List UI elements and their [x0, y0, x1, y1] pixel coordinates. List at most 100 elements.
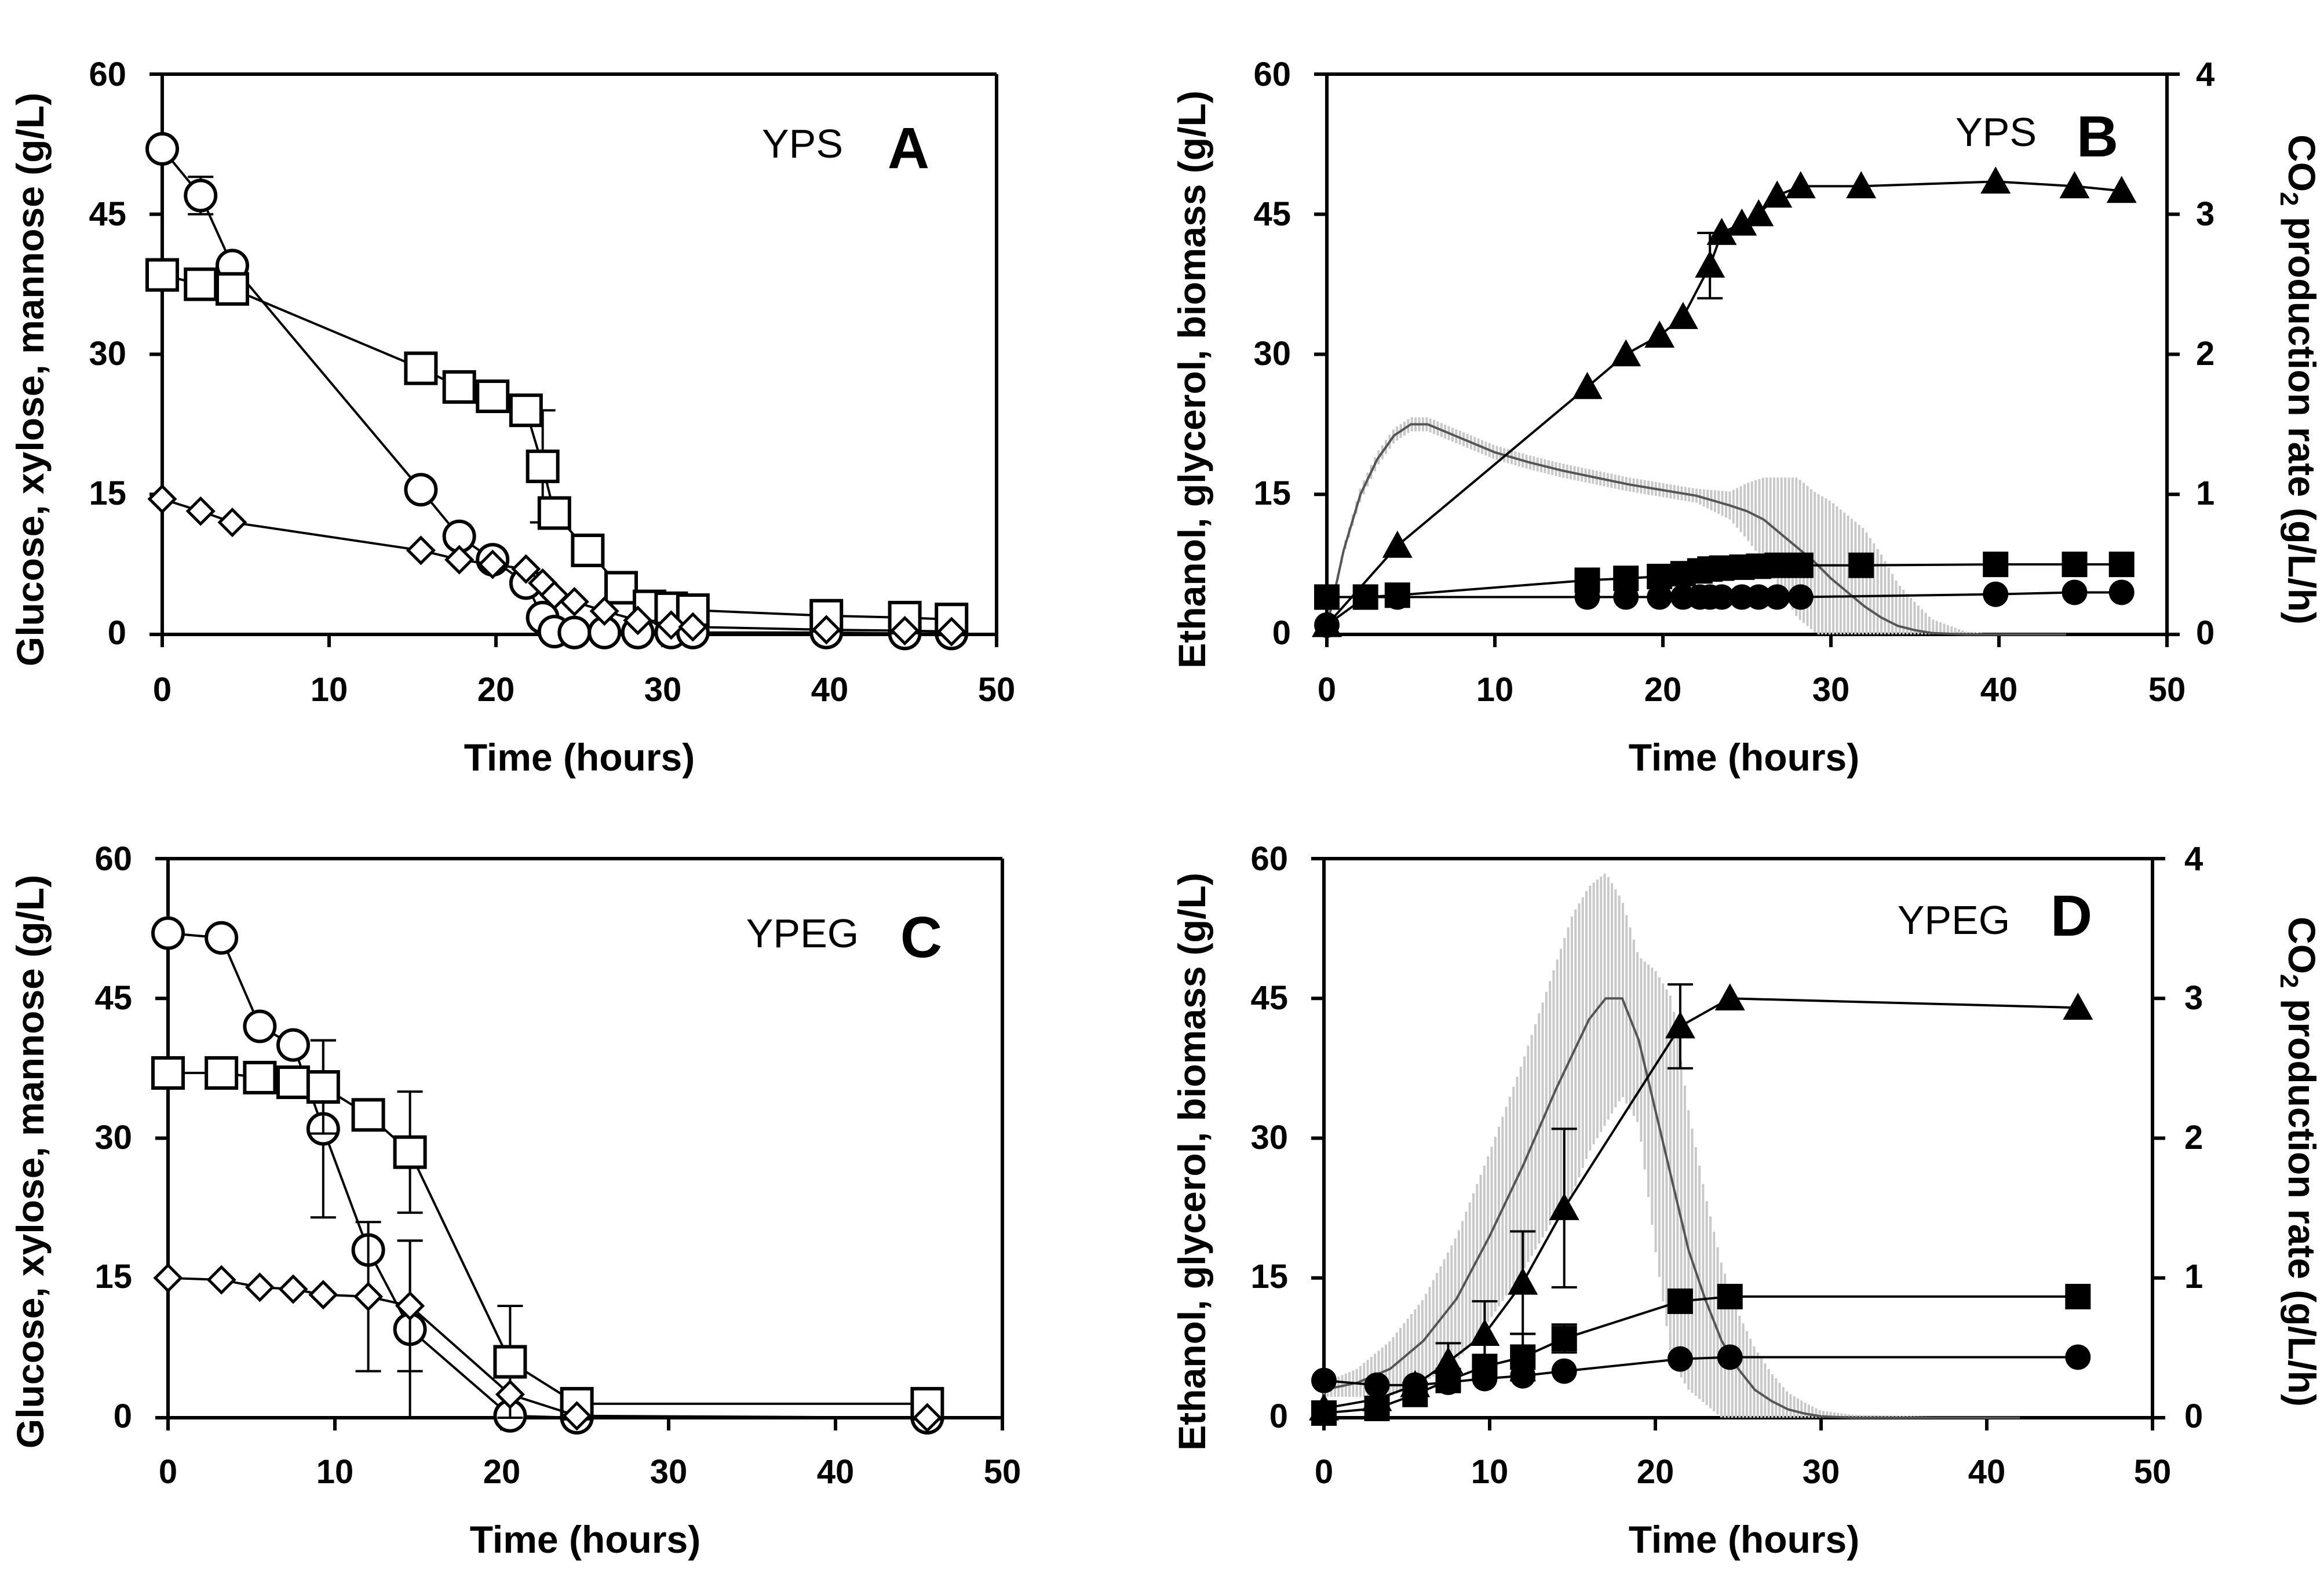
xylose-point — [511, 554, 541, 584]
xylose-point — [217, 508, 247, 538]
co2-rate-line — [1323, 997, 2020, 1419]
glycerol-point — [1314, 612, 1340, 638]
panel-a-y-ticks: 0 15 30 45 60 — [89, 56, 126, 652]
xylose-point — [495, 1379, 525, 1410]
y-tick-label: 60 — [89, 56, 126, 93]
series-glucose — [145, 132, 969, 651]
biomass-point — [1314, 584, 1340, 610]
y-tick-label: 45 — [1250, 979, 1288, 1017]
biomass-point — [1983, 552, 2009, 578]
y-tick-label: 15 — [89, 475, 126, 512]
y-tick-label: 0 — [108, 614, 126, 652]
biomass-point — [1311, 1400, 1337, 1426]
ethanol-point — [1846, 171, 1877, 199]
mannose-line — [162, 273, 952, 621]
panel-d: Ethanol, glycerol, biomass (g/L) CO2 pro… — [1170, 840, 2323, 1561]
y-tick-label: 45 — [94, 979, 132, 1017]
x-tick-label: 0 — [1318, 671, 1336, 709]
glycerol-point — [1667, 1346, 1693, 1372]
panel-d-ylabel: Ethanol, glycerol, biomass (g/L) — [1170, 873, 1213, 1450]
mannose-point — [526, 449, 560, 483]
y2label-rest: production rate (g/L/h) — [2281, 988, 2323, 1407]
glycerol-point — [1384, 584, 1410, 610]
series-glycerol — [1314, 579, 2135, 638]
x-tick-label: 10 — [311, 671, 348, 709]
xylose-point — [147, 484, 177, 514]
x-tick-label: 10 — [1476, 671, 1514, 709]
panel-d-y2label: CO2 production rate (g/L/h) — [2275, 917, 2323, 1407]
ethanol-point — [1665, 1011, 1695, 1039]
xylose-point — [153, 1263, 183, 1293]
panel-c-x-ticks: 0 10 20 30 40 50 — [159, 1453, 1021, 1491]
y-tick-label: 0 — [1269, 1397, 1288, 1435]
mannose-point — [184, 267, 218, 301]
mannose-point — [243, 1060, 277, 1094]
glycerol-point — [1613, 584, 1639, 610]
ethanol-point — [1706, 217, 1737, 245]
biomass-point — [1551, 1326, 1577, 1352]
biomass-point — [1667, 1288, 1693, 1314]
glycerol-point — [2065, 1344, 2091, 1370]
panel-b-y2-ticks: 0 1 2 3 4 — [2196, 56, 2214, 652]
ethanol-point — [1762, 180, 1793, 208]
xylose-point — [406, 535, 436, 565]
series-glycerol — [1311, 1344, 2091, 1398]
glucose-point — [557, 615, 592, 649]
glucose-line — [167, 932, 928, 1419]
glycerol-point — [1551, 1358, 1577, 1384]
glycerol-point — [1787, 584, 1814, 610]
y2-tick-label: 4 — [2196, 56, 2214, 93]
panel-a: Glucose, xylose, mannose (g/L) Time (hou… — [9, 56, 1015, 779]
series-xylose — [153, 1221, 942, 1433]
panel-b-xlabel: Time (hours) — [1629, 736, 1859, 779]
glycerol-point — [1402, 1372, 1428, 1398]
xylose-point — [589, 596, 619, 626]
xylose-point — [206, 1265, 236, 1295]
y2-tick-label: 1 — [2196, 475, 2214, 512]
xylose-point — [353, 1282, 384, 1312]
y2-tick-label: 3 — [2196, 195, 2214, 233]
glycerol-point — [1746, 584, 1772, 610]
x-tick-label: 20 — [477, 671, 515, 709]
glucose-point — [145, 132, 179, 166]
y2label-subscript: 2 — [2275, 192, 2303, 206]
y-tick-label: 30 — [94, 1119, 132, 1156]
y2label-co: CO — [2281, 917, 2323, 974]
mannose-line — [168, 1071, 928, 1405]
glycerol-point — [1983, 581, 2009, 607]
series-biomass — [1311, 1283, 2091, 1426]
x-tick-label: 50 — [2148, 671, 2186, 709]
xylose-point — [308, 1280, 338, 1310]
panel-c-letter: C — [900, 905, 942, 970]
glucose-point — [404, 473, 438, 507]
xylose-point — [245, 1272, 275, 1302]
glucose-point — [151, 916, 185, 950]
panel-b-ylabel: Ethanol, glycerol, biomass (g/L) — [1170, 90, 1213, 668]
glycerol-point — [1717, 1344, 1743, 1370]
y-tick-label: 15 — [94, 1258, 132, 1295]
glucose-line — [161, 148, 952, 635]
ethanol-point — [1695, 250, 1725, 278]
series-glucose — [151, 916, 944, 1435]
ethanol-point — [1644, 320, 1675, 348]
y-tick-label: 15 — [1250, 1258, 1288, 1295]
y2-tick-label: 2 — [2196, 335, 2214, 373]
mannose-point — [493, 1345, 527, 1379]
glycerol-point — [1352, 584, 1378, 610]
biomass-point — [1717, 1283, 1743, 1309]
y-tick-label: 45 — [89, 195, 126, 233]
x-tick-label: 50 — [2134, 1453, 2172, 1491]
mannose-point — [151, 1056, 185, 1090]
glycerol-line — [1323, 1356, 2078, 1386]
co2-rate-line — [1326, 423, 2066, 636]
biomass-point — [1364, 1395, 1390, 1421]
mannose-point — [145, 258, 179, 292]
xylose-point — [559, 587, 589, 617]
series-mannose — [151, 1039, 944, 1421]
series-xylose — [147, 484, 966, 647]
x-tick-label: 30 — [650, 1453, 688, 1491]
x-tick-label: 40 — [811, 671, 849, 709]
mannose-point — [509, 393, 543, 428]
biomass-point — [1764, 552, 1790, 578]
panel-d-y2-ticks: 0 1 2 3 4 — [2184, 840, 2203, 1435]
